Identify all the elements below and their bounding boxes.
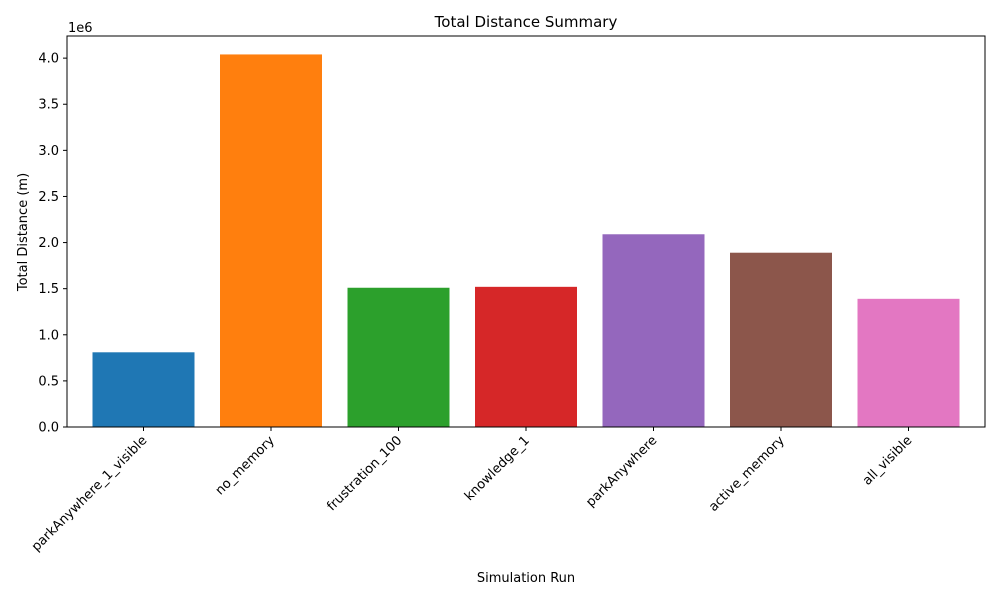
bar-knowledge_1 <box>475 286 577 427</box>
bar-parkAnywhere_1_visible <box>92 352 195 427</box>
bars-group <box>92 54 960 427</box>
plot-frame <box>66 35 986 428</box>
y-axis-label: Total Distance (m) <box>16 173 31 292</box>
y-tick-label: 4.0 <box>38 52 59 67</box>
y-tick-label: 0.5 <box>38 374 59 389</box>
y-tick-label: 0.0 <box>38 421 59 436</box>
x-tick-label: active_memory <box>706 433 788 515</box>
x-axis-label: Simulation Run <box>477 571 575 586</box>
y-tick-label: 1.5 <box>38 282 59 297</box>
x-tick-label: all_visible <box>860 433 915 488</box>
y-ticks-group: 0.0 0.5 1.0 1.5 2.0 2.5 3.0 3.5 4.0 <box>38 52 67 436</box>
y-tick-label: 3.5 <box>38 98 59 113</box>
x-tick-label: parkAnywhere_1_visible <box>29 433 150 554</box>
x-tick-label: knowledge_1 <box>462 433 533 504</box>
bar-parkAnywhere <box>602 234 705 427</box>
x-tick-label: frustration_100 <box>324 433 405 514</box>
y-tick-label: 2.0 <box>38 236 59 251</box>
bar-no_memory <box>220 54 322 427</box>
y-offset-label: 1e6 <box>68 21 93 36</box>
x-tick-label: no_memory <box>213 433 278 498</box>
bar-all_visible <box>857 298 960 427</box>
y-tick-label: 2.5 <box>38 190 59 205</box>
chart-title: Total Distance Summary <box>434 13 618 31</box>
x-tick-label: parkAnywhere <box>583 433 660 510</box>
bar-frustration_100 <box>347 287 450 427</box>
x-ticks-group: parkAnywhere_1_visible no_memory frustrati… <box>29 427 915 555</box>
bar-active_memory <box>730 252 832 427</box>
y-tick-label: 3.0 <box>38 144 59 159</box>
y-tick-label: 1.0 <box>38 328 59 343</box>
